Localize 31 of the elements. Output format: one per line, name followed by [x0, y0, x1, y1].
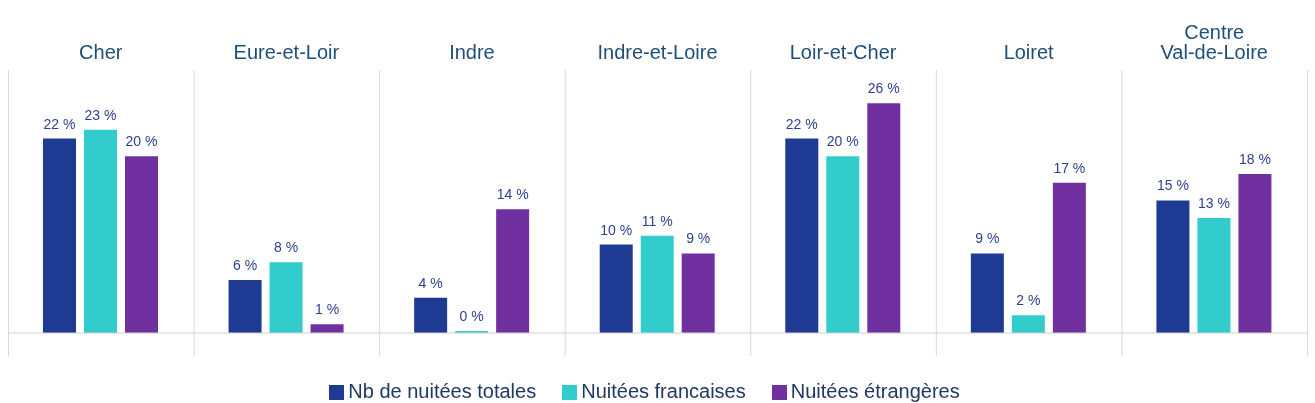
data-label: 8 % — [274, 239, 299, 256]
legend-label: Nuitées francaises — [581, 380, 746, 402]
x-tick-label: Cher — [79, 41, 123, 63]
data-label: 20 % — [125, 133, 158, 150]
data-label: 15 % — [1156, 177, 1189, 194]
data-label: 20 % — [826, 133, 859, 150]
x-tick-label: Centre Val-de-Loire — [1160, 21, 1268, 63]
legend-label: Nuitées étrangères — [790, 380, 960, 402]
data-label: 9 % — [686, 230, 711, 247]
data-label: 1 % — [315, 301, 340, 318]
data-label: 10 % — [600, 221, 633, 238]
data-label: 11 % — [641, 212, 673, 229]
data-label: 14 % — [496, 186, 529, 203]
data-label: 18 % — [1238, 150, 1271, 167]
data-label: 26 % — [867, 80, 900, 97]
data-label: 22 % — [43, 115, 76, 132]
x-tick-label: Indre-et-Loire — [597, 41, 718, 63]
data-label: 0 % — [459, 308, 484, 324]
x-tick-label: Eure-et-Loir — [233, 41, 340, 63]
legend-label: Nb de nuitées totales — [348, 380, 537, 402]
x-tick-label: Indre — [449, 41, 495, 63]
data-label: 2 % — [1016, 292, 1041, 309]
data-label: 4 % — [418, 274, 443, 291]
data-label: 23 % — [84, 106, 117, 123]
data-label: 6 % — [233, 256, 258, 273]
data-label: 9 % — [975, 230, 1000, 247]
data-label: 13 % — [1197, 195, 1230, 212]
data-label: 17 % — [1053, 159, 1086, 176]
x-tick-label: Loir-et-Cher — [789, 41, 897, 63]
x-tick-label: Loiret — [1003, 41, 1055, 63]
data-label: 22 % — [785, 115, 818, 132]
